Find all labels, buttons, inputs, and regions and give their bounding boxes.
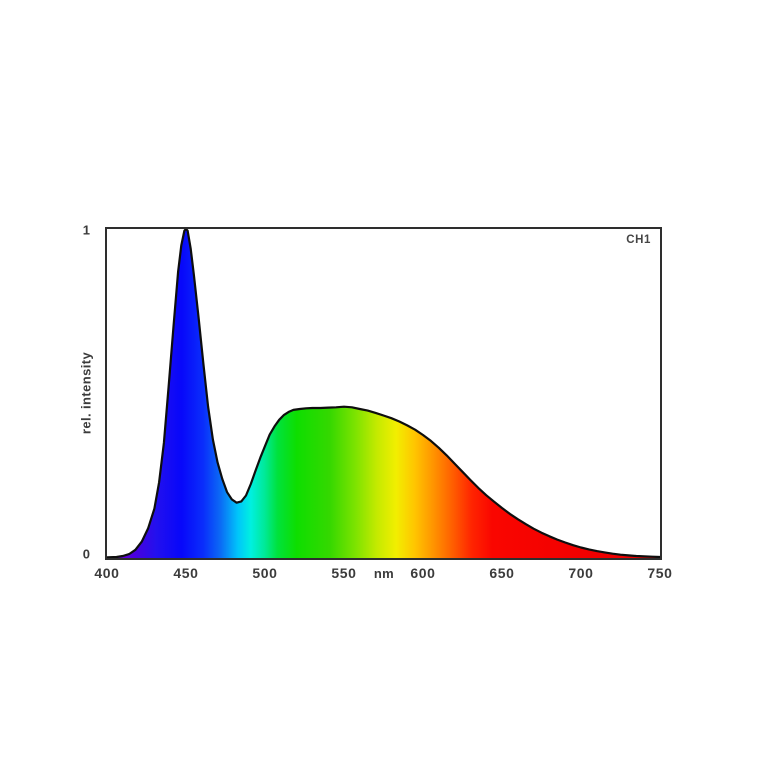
y-tick-label-1: 1 — [82, 222, 90, 238]
y-axis-title: rel. intensity — [78, 351, 94, 435]
x-tick-label-600: 600 — [410, 565, 436, 581]
x-tick-label-450: 450 — [173, 565, 199, 581]
plot-area: CH1 — [105, 227, 662, 560]
x-tick-label-400: 400 — [94, 565, 120, 581]
spectrum-curve-outline — [107, 229, 660, 558]
x-tick-label-500: 500 — [252, 565, 278, 581]
y-tick-label-0: 0 — [82, 546, 90, 562]
x-tick-label-650: 650 — [489, 565, 515, 581]
x-axis-unit-label: nm — [373, 566, 395, 581]
x-tick-label-750: 750 — [647, 565, 673, 581]
spectrum-area-fill — [107, 229, 660, 558]
x-tick-label-550: 550 — [331, 565, 357, 581]
channel-badge: CH1 — [626, 234, 651, 246]
spectrum-area-chart — [107, 229, 660, 558]
x-tick-label-700: 700 — [568, 565, 594, 581]
